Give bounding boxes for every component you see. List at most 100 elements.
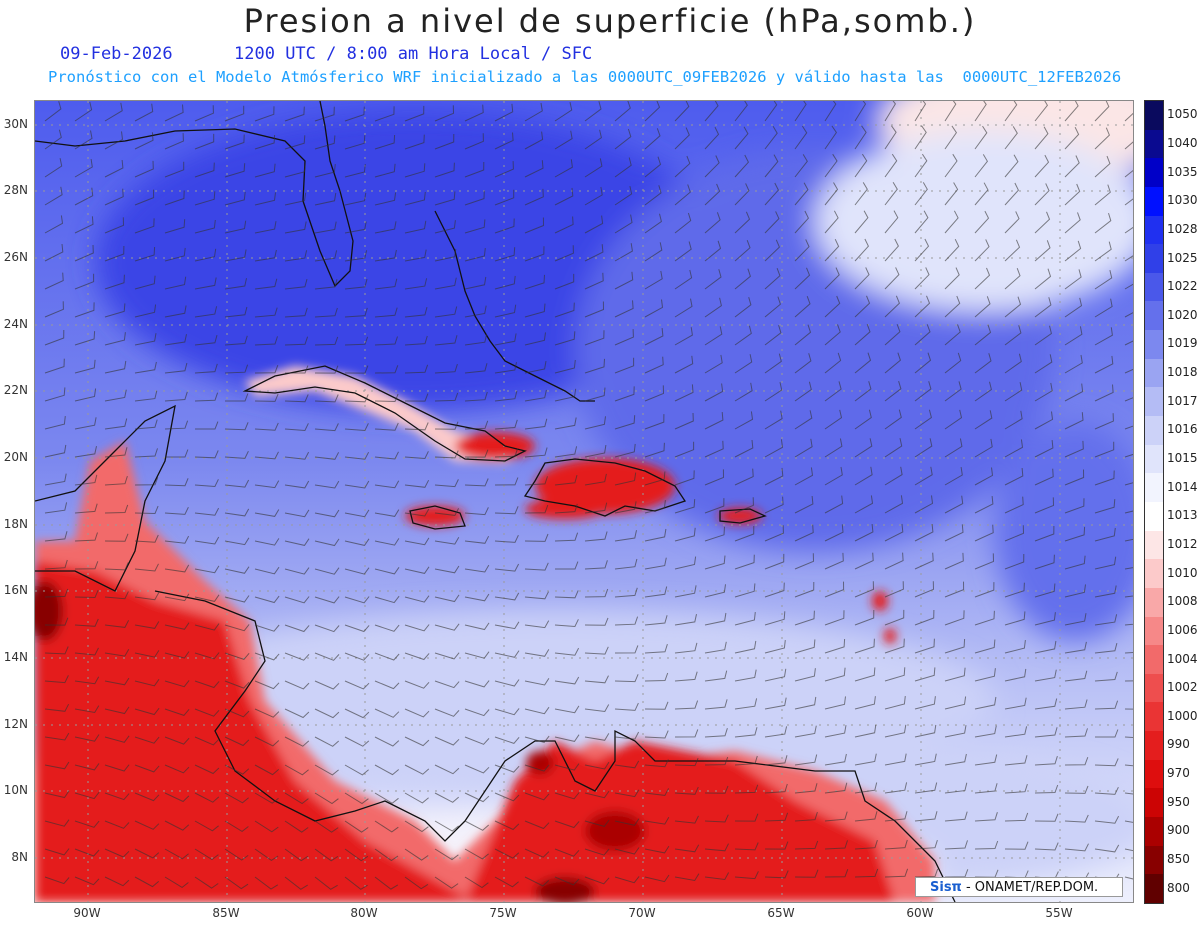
wind-barb <box>194 450 219 459</box>
wind-barb <box>44 502 68 514</box>
wind-barb <box>404 736 430 747</box>
wind-barb <box>644 356 664 374</box>
wind-barb <box>734 698 758 710</box>
wind-barb <box>464 564 490 573</box>
wind-barb <box>1004 755 1028 766</box>
wind-barb <box>314 336 339 346</box>
wind-barb <box>494 764 520 773</box>
wind-barb <box>704 670 728 682</box>
wind-barb <box>344 365 369 374</box>
wind-barb <box>1004 101 1018 122</box>
wind-barb <box>254 509 280 517</box>
wind-barbs <box>44 101 1133 890</box>
wind-barb <box>644 615 668 626</box>
wind-barb <box>104 848 130 858</box>
wind-barb <box>404 479 430 488</box>
wind-barb <box>104 533 129 542</box>
wind-barb <box>464 764 490 774</box>
wind-barb <box>734 612 756 626</box>
wind-barb <box>434 820 459 832</box>
wind-barb <box>314 596 340 604</box>
colorbar-swatch <box>1145 530 1163 560</box>
colorbar-label: 1013 <box>1167 508 1198 523</box>
wind-barb <box>314 307 338 318</box>
wind-barb <box>374 876 399 890</box>
wind-barb <box>464 593 490 602</box>
wind-barb <box>674 844 700 853</box>
wind-barb <box>824 524 844 542</box>
colorbar-label: 1035 <box>1167 164 1198 179</box>
wind-barb <box>104 102 123 122</box>
wind-barb <box>944 295 961 318</box>
wind-barb <box>314 792 339 805</box>
wind-barb <box>344 876 368 890</box>
wind-barb <box>1124 820 1133 823</box>
wind-barb <box>164 276 187 290</box>
wind-barb <box>374 764 400 776</box>
wind-barb <box>704 155 720 178</box>
wind-barb <box>644 101 661 122</box>
wind-barb <box>1094 441 1115 458</box>
wind-barb <box>854 696 876 710</box>
wind-barb <box>404 134 425 150</box>
wind-barb <box>1124 848 1133 852</box>
wind-barb <box>1064 469 1085 486</box>
wind-barb <box>1064 785 1089 794</box>
wind-barb <box>404 306 428 318</box>
wind-barb <box>554 359 576 374</box>
wind-barb <box>824 210 839 234</box>
wind-barb <box>734 411 754 430</box>
wind-barb <box>494 448 519 458</box>
colorbar-swatch <box>1145 673 1163 703</box>
wind-barb <box>224 335 248 346</box>
wind-barb <box>344 394 369 403</box>
wind-barb <box>374 652 400 661</box>
wind-barb <box>494 161 514 178</box>
wind-barb <box>284 764 309 776</box>
wind-barb <box>434 565 460 574</box>
wind-barb <box>734 325 752 346</box>
wind-barb <box>134 333 157 346</box>
wind-barb <box>794 639 816 654</box>
wind-barb <box>254 680 280 690</box>
wind-barb <box>134 390 158 402</box>
wind-barb <box>224 249 247 262</box>
lat-label: 20N <box>3 450 28 464</box>
wind-barb <box>464 334 488 346</box>
wind-barb <box>884 638 905 654</box>
wind-barb <box>1064 670 1088 682</box>
wind-barb <box>1124 283 1133 290</box>
wind-barb <box>404 163 426 178</box>
wind-barb <box>584 876 610 885</box>
wind-barb <box>314 764 339 776</box>
wind-barb <box>854 210 869 234</box>
wind-barb <box>704 354 723 374</box>
wind-barb <box>104 217 125 234</box>
wind-barb <box>704 756 729 766</box>
wind-barb <box>494 534 519 543</box>
wind-barb <box>44 703 70 712</box>
lat-lon-grid <box>35 101 1133 902</box>
wind-barb <box>974 696 997 710</box>
wind-barb <box>524 504 549 514</box>
wind-barb <box>914 638 935 654</box>
wind-barb <box>1094 212 1112 234</box>
wind-barb <box>734 727 758 738</box>
wind-barb <box>554 474 578 486</box>
wind-barb <box>404 335 428 346</box>
wind-barb <box>104 677 130 686</box>
wind-barb <box>584 502 608 514</box>
wind-barb <box>794 353 812 374</box>
wind-barb <box>434 876 459 889</box>
wind-barb <box>44 158 63 178</box>
colorbar-label: 1025 <box>1167 250 1198 265</box>
wind-barb <box>224 220 247 234</box>
wind-barb <box>254 336 278 346</box>
wind-barb <box>884 324 901 346</box>
wind-barb <box>494 275 516 290</box>
wind-barb <box>524 678 550 686</box>
map-title: Presion a nivel de superficie (hPa,somb.… <box>243 2 977 40</box>
wind-barb <box>284 848 309 862</box>
wind-barb <box>794 324 812 346</box>
wind-barb <box>224 708 250 718</box>
